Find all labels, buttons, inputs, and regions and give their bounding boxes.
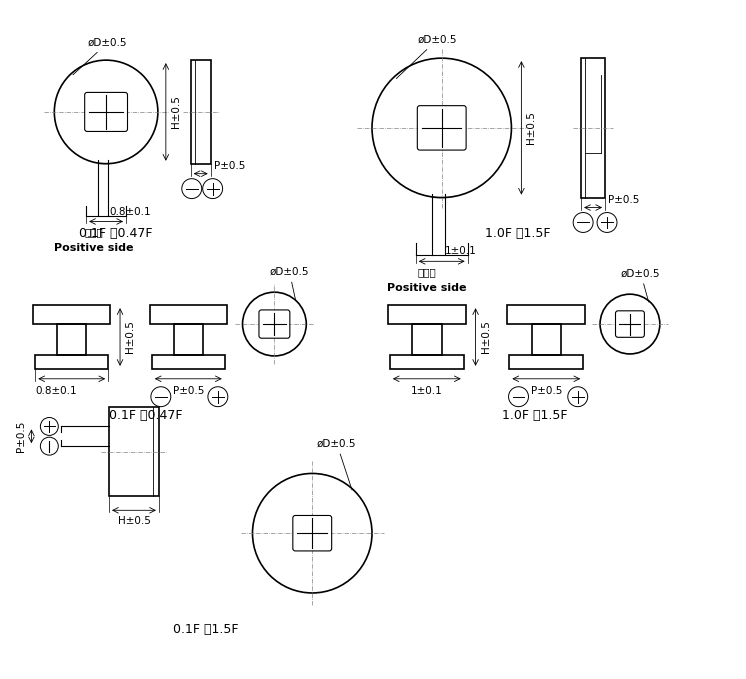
Bar [57, 324, 87, 355]
Bar [412, 324, 442, 355]
Bar [581, 58, 605, 198]
Text: øD±0.5: øD±0.5 [621, 268, 660, 302]
FancyBboxPatch shape [417, 106, 466, 150]
Text: H±0.5: H±0.5 [125, 320, 135, 354]
Text: 0.1F ～0.47F: 0.1F ～0.47F [79, 227, 153, 240]
FancyBboxPatch shape [293, 515, 332, 551]
Text: 0.1F ～0.47F: 0.1F ～0.47F [109, 409, 183, 422]
Text: 1±0.1: 1±0.1 [411, 386, 442, 396]
Text: Positive side: Positive side [387, 283, 466, 293]
Text: 0.1F ～1.5F: 0.1F ～1.5F [173, 623, 239, 636]
Text: øD±0.5: øD±0.5 [269, 267, 309, 299]
Text: H±0.5: H±0.5 [527, 111, 536, 145]
Text: 1.0F ～1.5F: 1.0F ～1.5F [485, 227, 550, 240]
Text: 0.8±0.1: 0.8±0.1 [35, 386, 77, 396]
Text: Positive side: Positive side [54, 243, 134, 253]
Bar [388, 306, 466, 324]
Bar [510, 355, 583, 369]
Text: 正極面: 正極面 [85, 227, 104, 238]
FancyBboxPatch shape [615, 311, 645, 337]
Text: 0.8±0.1: 0.8±0.1 [109, 206, 151, 217]
Bar [35, 355, 108, 369]
FancyBboxPatch shape [259, 310, 290, 338]
Bar [390, 355, 464, 369]
Text: H±0.5: H±0.5 [171, 96, 181, 128]
FancyBboxPatch shape [85, 92, 128, 132]
Text: 正極面: 正極面 [418, 268, 436, 277]
Bar [507, 306, 585, 324]
Bar [152, 355, 225, 369]
Text: P±0.5: P±0.5 [608, 195, 639, 204]
Text: P±0.5: P±0.5 [16, 420, 26, 452]
Bar [191, 60, 210, 164]
Text: P±0.5: P±0.5 [172, 386, 204, 396]
Text: øD±0.5: øD±0.5 [73, 37, 128, 75]
Text: P±0.5: P±0.5 [530, 386, 562, 396]
Bar [174, 324, 203, 355]
Text: 1±0.1: 1±0.1 [445, 246, 477, 257]
Bar [34, 306, 110, 324]
Text: 1.0F ～1.5F: 1.0F ～1.5F [501, 409, 567, 422]
Text: P±0.5: P±0.5 [213, 161, 245, 170]
Bar [532, 324, 561, 355]
Text: H±0.5: H±0.5 [118, 516, 151, 526]
Text: H±0.5: H±0.5 [480, 320, 491, 354]
Bar [109, 407, 159, 496]
Text: øD±0.5: øD±0.5 [396, 35, 457, 79]
Bar [150, 306, 227, 324]
Text: øD±0.5: øD±0.5 [317, 439, 357, 490]
